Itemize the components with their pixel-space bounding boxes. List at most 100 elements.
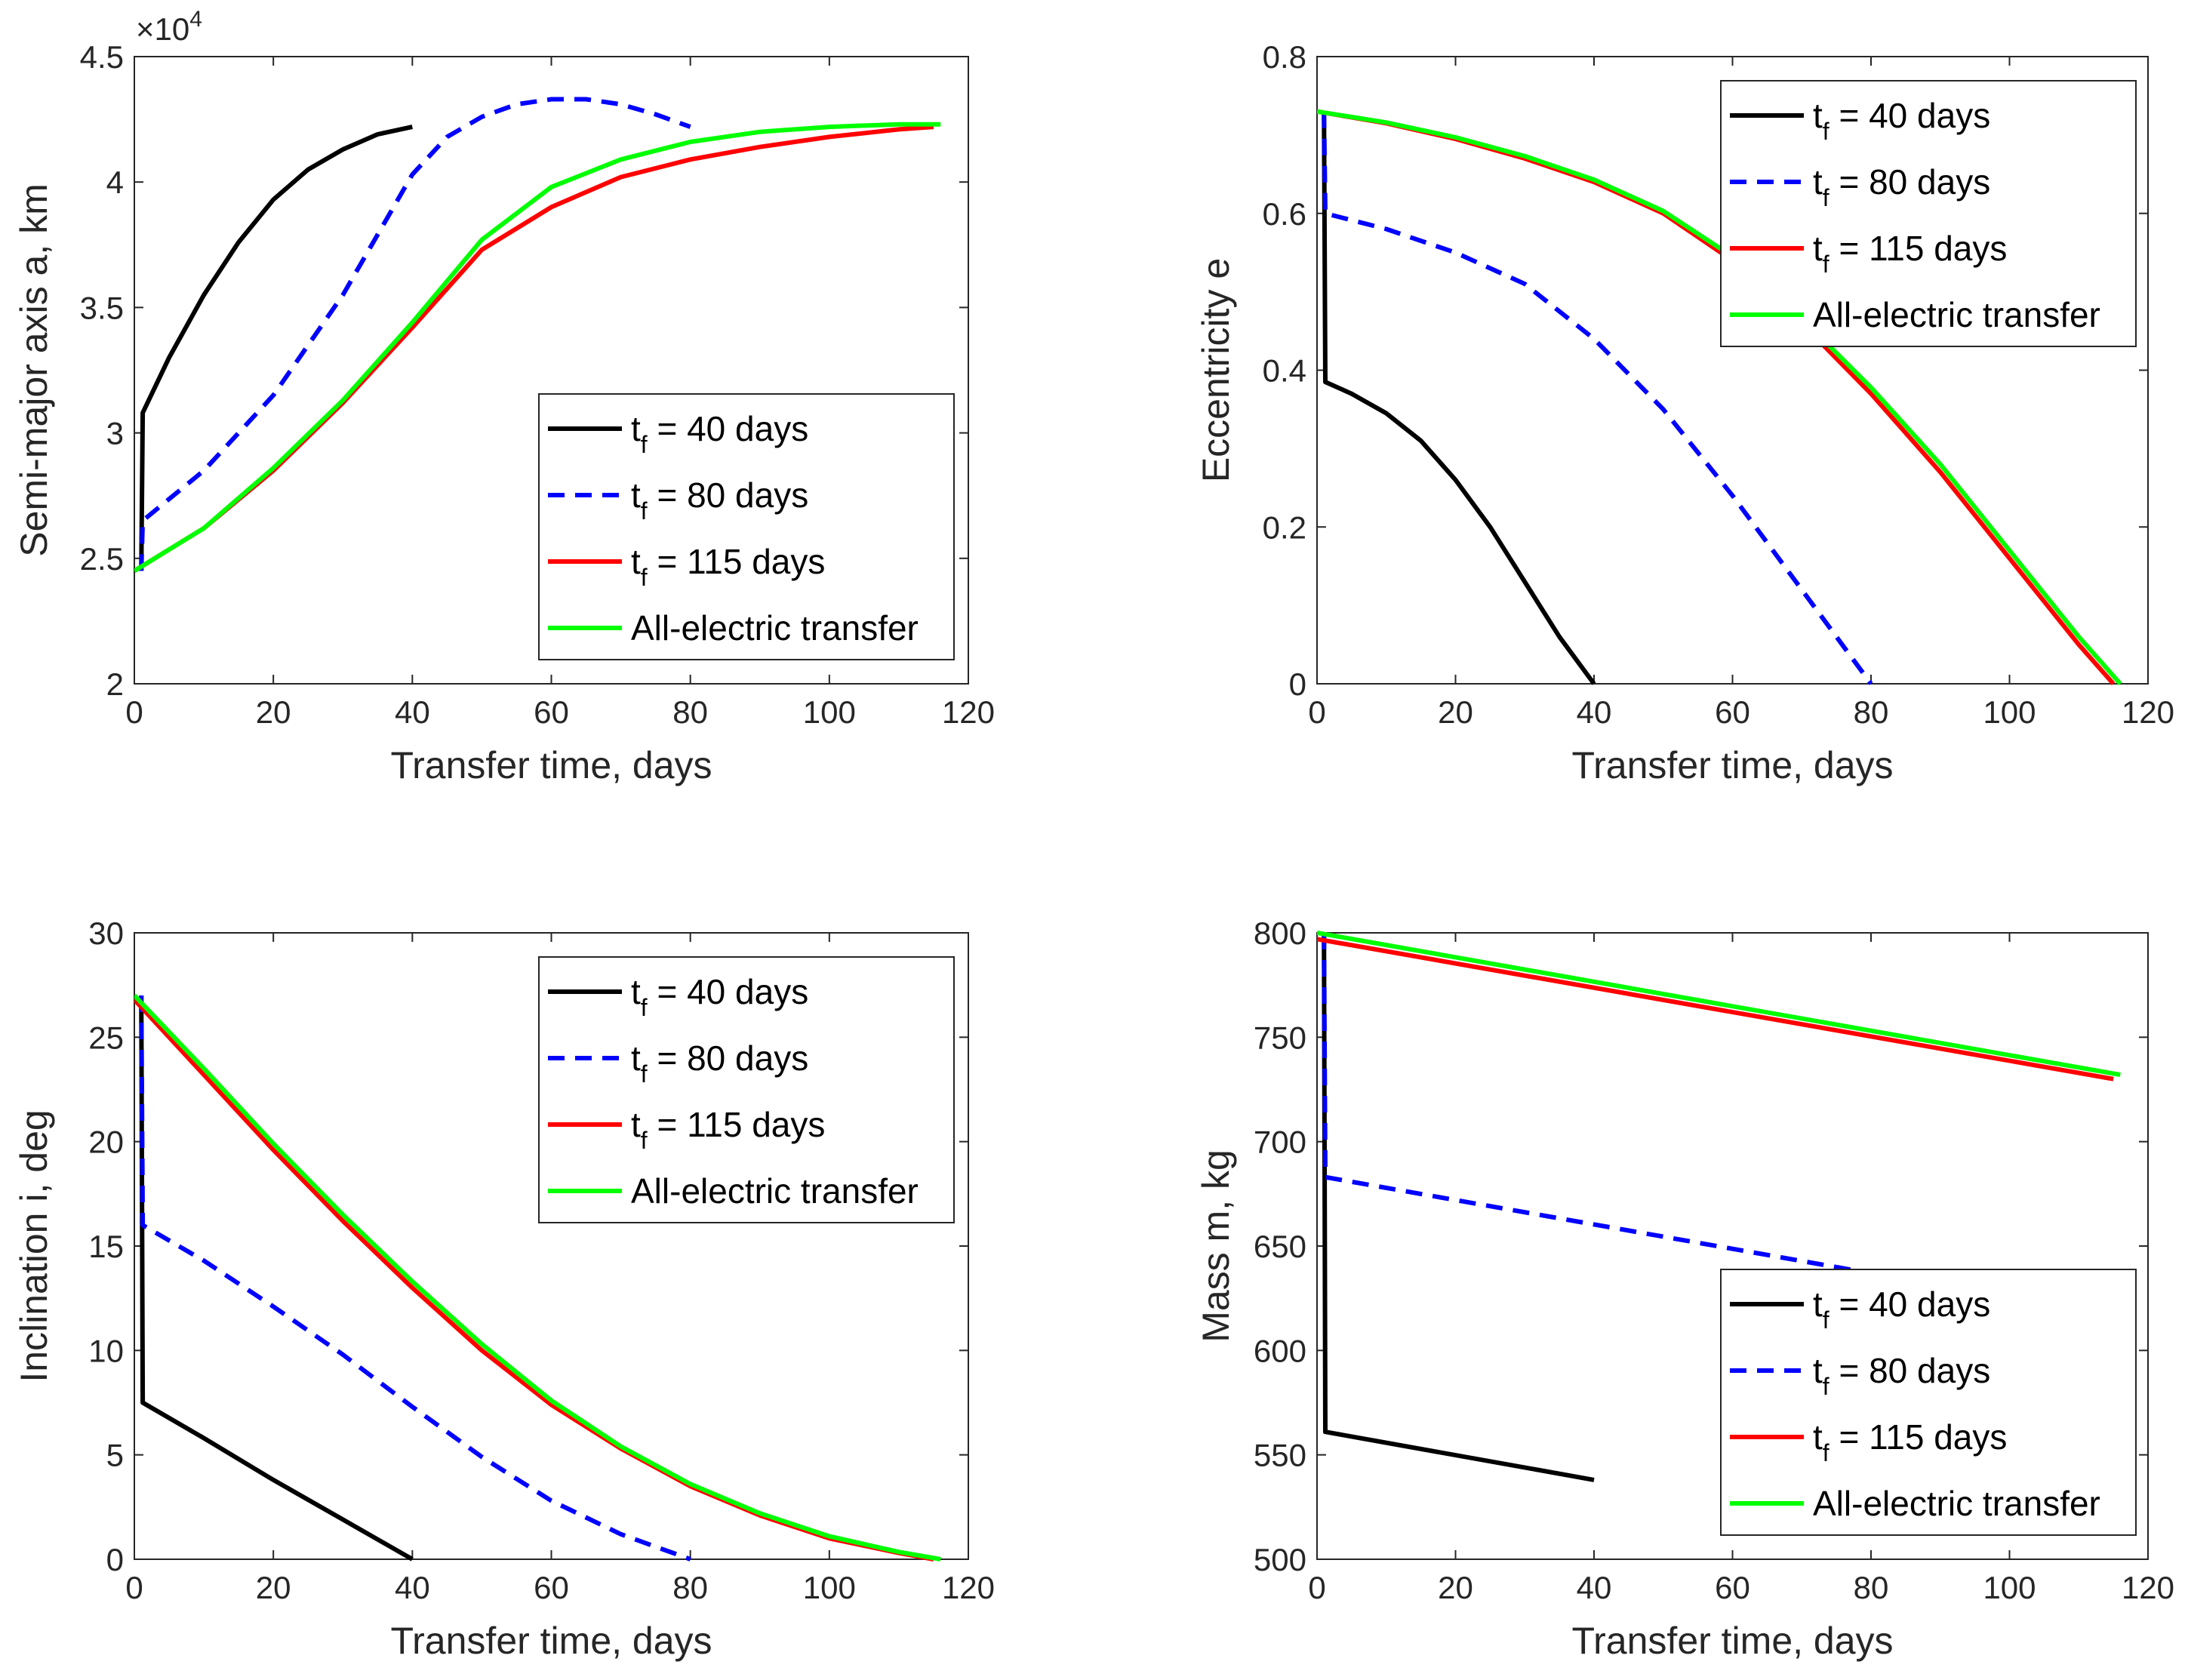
- y-tick-label: 4: [106, 165, 124, 200]
- series-line-tf80: [139, 995, 691, 1562]
- y-tick-label: 20: [88, 1125, 124, 1160]
- x-tick-label: 80: [1854, 694, 1889, 730]
- x-tick-label: 120: [942, 694, 995, 730]
- legend-label-tf40: tf = 40 days: [1813, 1285, 1990, 1334]
- legend-label-all_electric: All-electric transfer: [631, 1171, 919, 1211]
- x-tick-label: 120: [2122, 1570, 2174, 1605]
- series-line-tf40: [139, 995, 414, 1562]
- legend-label-tf80: tf = 80 days: [631, 475, 808, 525]
- y-tick-label: 25: [88, 1020, 124, 1055]
- x-tick-label: 0: [1308, 1570, 1325, 1605]
- legend-label-tf115: tf = 115 days: [631, 542, 825, 591]
- series-line-tf80: [1322, 111, 1873, 685]
- legend-label-tf115: tf = 115 days: [631, 1105, 825, 1154]
- y-tick-label: 0.2: [1263, 509, 1306, 545]
- x-tick-label: 60: [1715, 694, 1750, 730]
- x-tick-label: 100: [803, 1570, 856, 1605]
- panel-mass: 0 20 40 60 80 100 120 500 550 600 650 700 750 800 Tran…: [1195, 915, 2174, 1662]
- x-tick-label: 120: [2122, 694, 2174, 730]
- legend-label-all_electric: All-electric transfer: [1813, 295, 2100, 334]
- y-tick-label: 4.5: [80, 39, 124, 75]
- x-tick-label: 80: [672, 1570, 708, 1605]
- x-tick-label: 0: [125, 694, 143, 730]
- x-tick-label: 100: [1983, 1570, 2036, 1605]
- y-tick-label: 3: [106, 416, 124, 451]
- x-tick-label: 20: [1438, 1570, 1473, 1605]
- y-tick-label: 0.8: [1263, 39, 1306, 75]
- x-tick-label: 100: [1983, 694, 2036, 730]
- x-axis-label: Transfer time, days: [1571, 1620, 1893, 1662]
- legend-box: [538, 393, 955, 660]
- series-line-tf115: [1317, 937, 2114, 1082]
- y-axis-label: Mass m, kg: [1195, 1149, 1237, 1343]
- y-tick-label: 2: [106, 666, 124, 702]
- legend: tf = 40 days tf = 80 days tf = 115 days All…: [538, 956, 955, 1223]
- y-tick-label: 750: [1254, 1020, 1306, 1055]
- y-tick-label: 500: [1254, 1542, 1306, 1577]
- axis-exponent-power: 4: [189, 7, 202, 32]
- x-tick-label: 40: [395, 1570, 430, 1605]
- legend-box: [538, 956, 955, 1223]
- legend-label-tf115: tf = 115 days: [1813, 229, 2007, 278]
- y-tick-label: 2.5: [80, 541, 124, 577]
- panel-semi-major-axis: 0 20 40 60 80 100 120 2 2.5 3 3.5 4 4.5 ×104 Transfer …: [13, 7, 995, 786]
- y-tick-label: 30: [88, 915, 124, 951]
- y-tick-label: 5: [106, 1438, 124, 1473]
- series-line-tf80: [1322, 932, 1872, 1275]
- legend-label-tf40: tf = 40 days: [1813, 96, 1990, 145]
- y-axis-label: Inclination i, deg: [13, 1109, 55, 1382]
- legend: tf = 40 days tf = 80 days tf = 115 days All…: [1720, 80, 2137, 347]
- series-line-all_electric: [134, 993, 941, 1562]
- x-tick-label: 100: [803, 694, 856, 730]
- x-tick-label: 40: [1577, 1570, 1612, 1605]
- y-tick-label: 800: [1254, 915, 1306, 951]
- y-tick-label: 650: [1254, 1229, 1306, 1264]
- legend-box: [1720, 1269, 2137, 1536]
- legend-label-tf40: tf = 40 days: [631, 972, 808, 1021]
- x-tick-label: 20: [256, 694, 291, 730]
- panel-inclination: 0 20 40 60 80 100 120 0 5 10 15 20 25 30 Transfer time…: [13, 915, 995, 1662]
- y-tick-label: 0.4: [1263, 353, 1306, 389]
- series-line-tf40: [139, 125, 413, 571]
- x-tick-label: 20: [256, 1570, 291, 1605]
- legend-box: [1720, 80, 2137, 347]
- y-tick-label: 15: [88, 1229, 124, 1264]
- y-tick-label: 0.6: [1263, 196, 1306, 232]
- x-tick-label: 40: [395, 694, 430, 730]
- x-tick-label: 60: [534, 1570, 569, 1605]
- series-line-tf40: [1322, 111, 1596, 685]
- x-tick-label: 120: [942, 1570, 995, 1605]
- y-tick-label: 600: [1254, 1333, 1306, 1368]
- x-tick-label: 80: [1854, 1570, 1889, 1605]
- y-tick-label: 700: [1254, 1125, 1306, 1160]
- y-axis-label: Semi-major axis a, km: [13, 183, 55, 557]
- series-line-tf80: [139, 97, 691, 571]
- x-tick-label: 40: [1577, 694, 1612, 730]
- panel-eccentricity: 0 20 40 60 80 100 120 0 0.2 0.4 0.6 0.8 Transfer tim…: [1195, 39, 2174, 786]
- y-tick-label: 10: [88, 1333, 124, 1368]
- legend: tf = 40 days tf = 80 days tf = 115 days All…: [538, 393, 955, 660]
- legend-label-tf115: tf = 115 days: [1813, 1417, 2007, 1466]
- legend-label-tf80: tf = 80 days: [631, 1038, 808, 1088]
- x-tick-label: 20: [1438, 694, 1473, 730]
- y-tick-label: 550: [1254, 1438, 1306, 1473]
- axis-exponent: ×104: [136, 7, 202, 47]
- legend-label-tf80: tf = 80 days: [1813, 1351, 1990, 1400]
- y-axis-label: Eccentricity e: [1195, 258, 1237, 482]
- legend-label-all_electric: All-electric transfer: [1813, 1484, 2100, 1523]
- x-tick-label: 80: [672, 694, 708, 730]
- legend-label-tf40: tf = 40 days: [631, 409, 808, 458]
- x-axis-label: Transfer time, days: [1571, 744, 1893, 786]
- y-tick-label: 0: [106, 1542, 124, 1577]
- x-tick-label: 0: [125, 1570, 143, 1605]
- series-line-all_electric: [1317, 931, 2121, 1078]
- legend-label-tf80: tf = 80 days: [1813, 162, 1990, 211]
- y-tick-label: 0: [1289, 666, 1306, 702]
- x-axis-label: Transfer time, days: [390, 744, 712, 786]
- x-tick-label: 60: [1715, 1570, 1750, 1605]
- series-line-all_electric: [134, 122, 941, 573]
- x-tick-label: 60: [534, 694, 569, 730]
- legend-label-all_electric: All-electric transfer: [631, 608, 919, 648]
- x-axis-label: Transfer time, days: [390, 1620, 712, 1662]
